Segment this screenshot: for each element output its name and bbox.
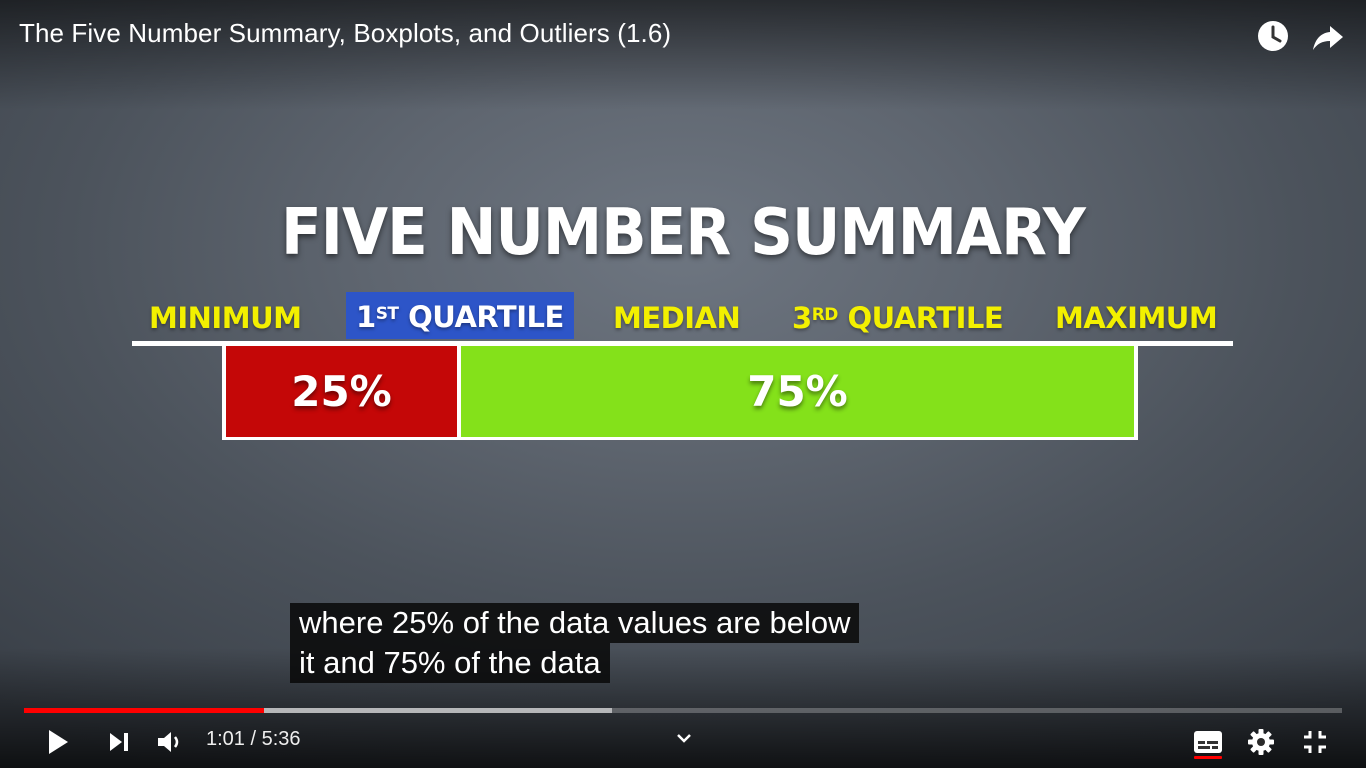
maximum-label: MAXIMUM xyxy=(1055,301,1218,335)
progress-played xyxy=(24,708,264,713)
chapter-expand-button[interactable] xyxy=(664,718,704,758)
watch-later-icon[interactable] xyxy=(1255,18,1291,54)
progress-buffered xyxy=(24,708,612,713)
exit-fullscreen-button[interactable] xyxy=(1295,722,1335,762)
caption-line-2: it and 75% of the data xyxy=(290,643,610,683)
top-gradient xyxy=(0,0,1366,110)
exit-fullscreen-icon xyxy=(1304,731,1326,753)
range-line xyxy=(132,341,1233,346)
share-icon[interactable] xyxy=(1310,18,1346,54)
next-icon xyxy=(110,733,128,751)
third-quartile-label: 3RD QUARTILE xyxy=(792,301,1004,335)
minimum-label: MINIMUM xyxy=(149,301,302,335)
median-label: MEDIAN xyxy=(613,301,741,335)
upper-75-percent-segment: 75% xyxy=(461,346,1134,437)
percent-bar: 25% 75% xyxy=(222,346,1138,440)
chevron-down-icon xyxy=(677,734,691,743)
settings-icon xyxy=(1248,729,1274,755)
progress-bar[interactable] xyxy=(24,708,1342,713)
time-display: 1:01 / 5:36 xyxy=(206,728,301,750)
play-button[interactable] xyxy=(38,722,78,762)
subtitles-active-indicator xyxy=(1194,756,1222,759)
mute-button[interactable] xyxy=(150,722,190,762)
volume-icon xyxy=(158,732,179,752)
video-title[interactable]: The Five Number Summary, Boxplots, and O… xyxy=(19,18,672,48)
next-button[interactable] xyxy=(100,722,140,762)
subtitles-icon xyxy=(1194,731,1222,753)
first-quartile-label: 1ST QUARTILE xyxy=(346,292,574,339)
lower-25-percent-segment: 25% xyxy=(226,346,461,437)
play-icon xyxy=(49,730,68,754)
slide-heading: FIVE NUMBER SUMMARY xyxy=(281,196,1086,270)
settings-button[interactable] xyxy=(1241,722,1281,762)
caption-line-1: where 25% of the data values are below xyxy=(290,603,860,643)
subtitles-button[interactable] xyxy=(1188,722,1228,762)
